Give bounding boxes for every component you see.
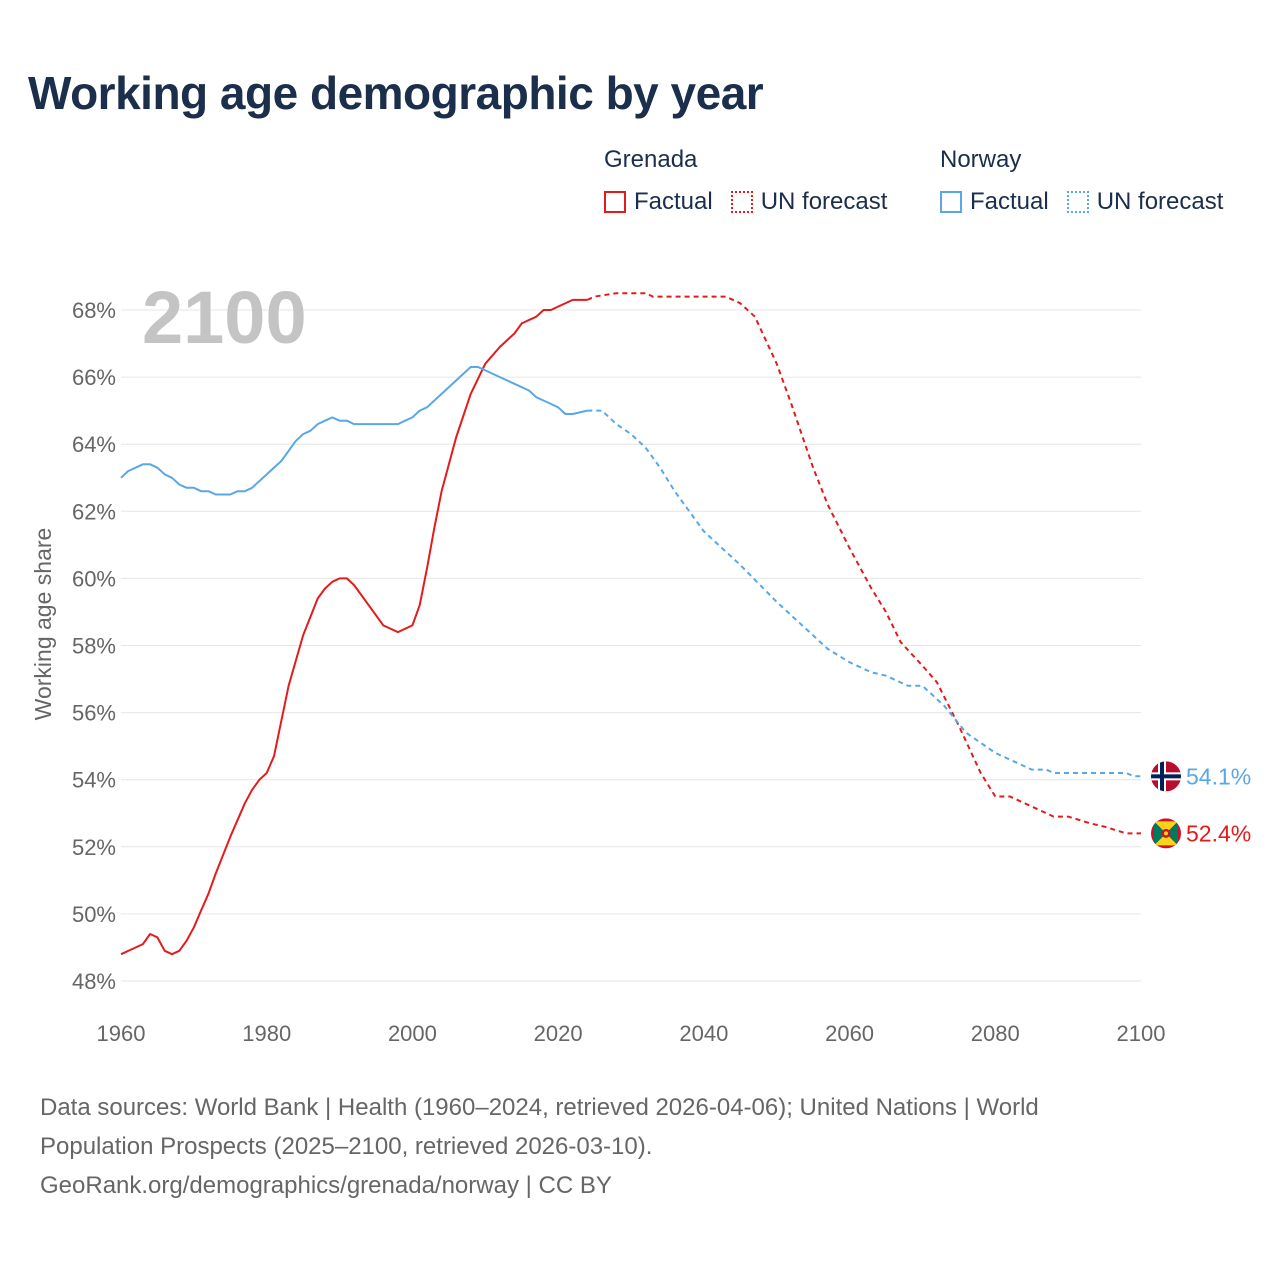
- y-tick-label: 62%: [72, 499, 116, 524]
- y-tick-label: 52%: [72, 835, 116, 860]
- legend-norway-forecast-label: UN forecast: [1096, 188, 1224, 215]
- legend-grenada-factual-label: Factual: [634, 188, 713, 215]
- y-tick-label: 50%: [72, 902, 116, 927]
- dotted-swatch-icon: [730, 191, 753, 213]
- grenada-forecast-line: [586, 292, 1141, 835]
- grenada-flag-icon: [1151, 818, 1181, 849]
- y-tick-label: 68%: [72, 298, 116, 323]
- legend-grenada-factual[interactable]: Factual: [604, 188, 713, 216]
- norway-forecast-line: [587, 409, 1141, 778]
- legend-norway: Norway Factual UN forecast: [940, 146, 1223, 216]
- footer-attribution-link[interactable]: GeoRank.org/demographics/grenada/norway …: [40, 1172, 612, 1199]
- y-tick-label: 66%: [72, 365, 116, 390]
- legend-grenada-title: Grenada: [604, 146, 698, 173]
- legend-norway-title: Norway: [940, 146, 1022, 173]
- grenada-end-value-label: 52.4%: [1186, 820, 1251, 846]
- legend-grenada-forecast[interactable]: UN forecast: [730, 188, 888, 216]
- legend-norway-forecast[interactable]: UN forecast: [1066, 188, 1224, 216]
- x-tick-label: 1980: [242, 1021, 291, 1046]
- footer-source-line-2: Population Prospects (2025–2100, retriev…: [40, 1133, 653, 1160]
- legend-grenada-forecast-label: UN forecast: [760, 188, 888, 215]
- legend-norway-factual-label: Factual: [970, 188, 1049, 215]
- y-tick-label: 56%: [72, 701, 116, 726]
- legend-grenada: Grenada Factual UN forecast: [604, 146, 905, 216]
- y-tick-label: 64%: [72, 432, 116, 457]
- y-tick-label: 48%: [72, 969, 116, 994]
- x-tick-label: 2000: [388, 1021, 437, 1046]
- legend-norway-factual[interactable]: Factual: [940, 188, 1049, 216]
- x-tick-label: 2100: [1117, 1021, 1166, 1046]
- year-watermark: 2100: [142, 276, 307, 359]
- x-tick-label: 2040: [679, 1021, 728, 1046]
- norway-flag-icon: [1151, 761, 1181, 792]
- x-tick-label: 2080: [971, 1021, 1020, 1046]
- chart-title: Working age demographic by year: [28, 67, 764, 119]
- footer-source-line-1: Data sources: World Bank | Health (1960–…: [40, 1094, 1039, 1121]
- y-tick-label: 54%: [72, 768, 116, 793]
- solid-swatch-icon: [940, 191, 962, 213]
- x-tick-label: 1960: [97, 1021, 146, 1046]
- solid-swatch-icon: [604, 191, 626, 213]
- norway-factual-line: [120, 366, 588, 496]
- grenada-factual-line: [120, 298, 588, 956]
- x-tick-label: 2060: [825, 1021, 874, 1046]
- y-tick-label: 60%: [72, 566, 116, 591]
- y-tick-label: 58%: [72, 634, 116, 659]
- y-axis-title: Working age share: [30, 528, 56, 721]
- footer: Data sources: World Bank | Health (1960–…: [40, 1088, 1160, 1205]
- x-tick-label: 2020: [534, 1021, 583, 1046]
- dotted-swatch-icon: [1066, 191, 1089, 213]
- norway-end-value-label: 54.1%: [1186, 763, 1251, 789]
